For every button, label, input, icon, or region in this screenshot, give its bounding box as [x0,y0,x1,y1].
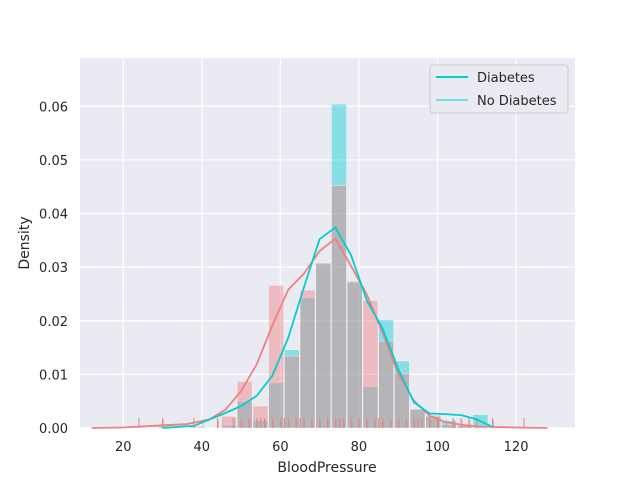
y-tick-label: 0.01 [39,368,68,383]
legend: Diabetes No Diabetes [429,64,569,114]
grid [80,58,575,429]
x-tick-label: 40 [194,440,211,455]
x-tick-label: 120 [504,440,529,455]
histogram-bar [189,426,206,429]
x-tick-labels: 20 40 60 80 100 120 [115,440,529,455]
y-tick-label: 0.06 [39,100,68,115]
legend-label-no-diabetes: No Diabetes [477,94,557,109]
histogram-bar [283,355,300,429]
legend-label-diabetes: Diabetes [477,71,535,86]
y-tick-label: 0.03 [39,261,68,276]
histogram-bar [346,280,363,429]
y-tick-labels: 0.00 0.01 0.02 0.03 0.04 0.05 0.06 [39,100,68,437]
histogram-bar [268,285,284,429]
histogram-bar [221,415,237,429]
y-tick-label: 0.02 [39,315,68,330]
x-tick-label: 80 [351,440,368,455]
y-tick-label: 0.00 [39,422,68,437]
histogram-bar [362,300,379,429]
histogram-bar [331,185,347,429]
kde-curves [91,226,548,429]
histogram-bar [299,289,316,429]
histogram-bar [441,423,457,429]
x-tick-label: 60 [272,440,289,455]
y-axis-label: Density [17,216,33,269]
x-tick-label: 100 [425,440,450,455]
kde-line [162,226,493,429]
plot-background [80,58,575,428]
x-tick-label: 20 [115,440,132,455]
y-tick-label: 0.04 [39,208,68,223]
histogram-bar [315,262,332,429]
y-tick-label: 0.05 [39,154,68,169]
x-axis-label: BloodPressure [277,460,376,476]
